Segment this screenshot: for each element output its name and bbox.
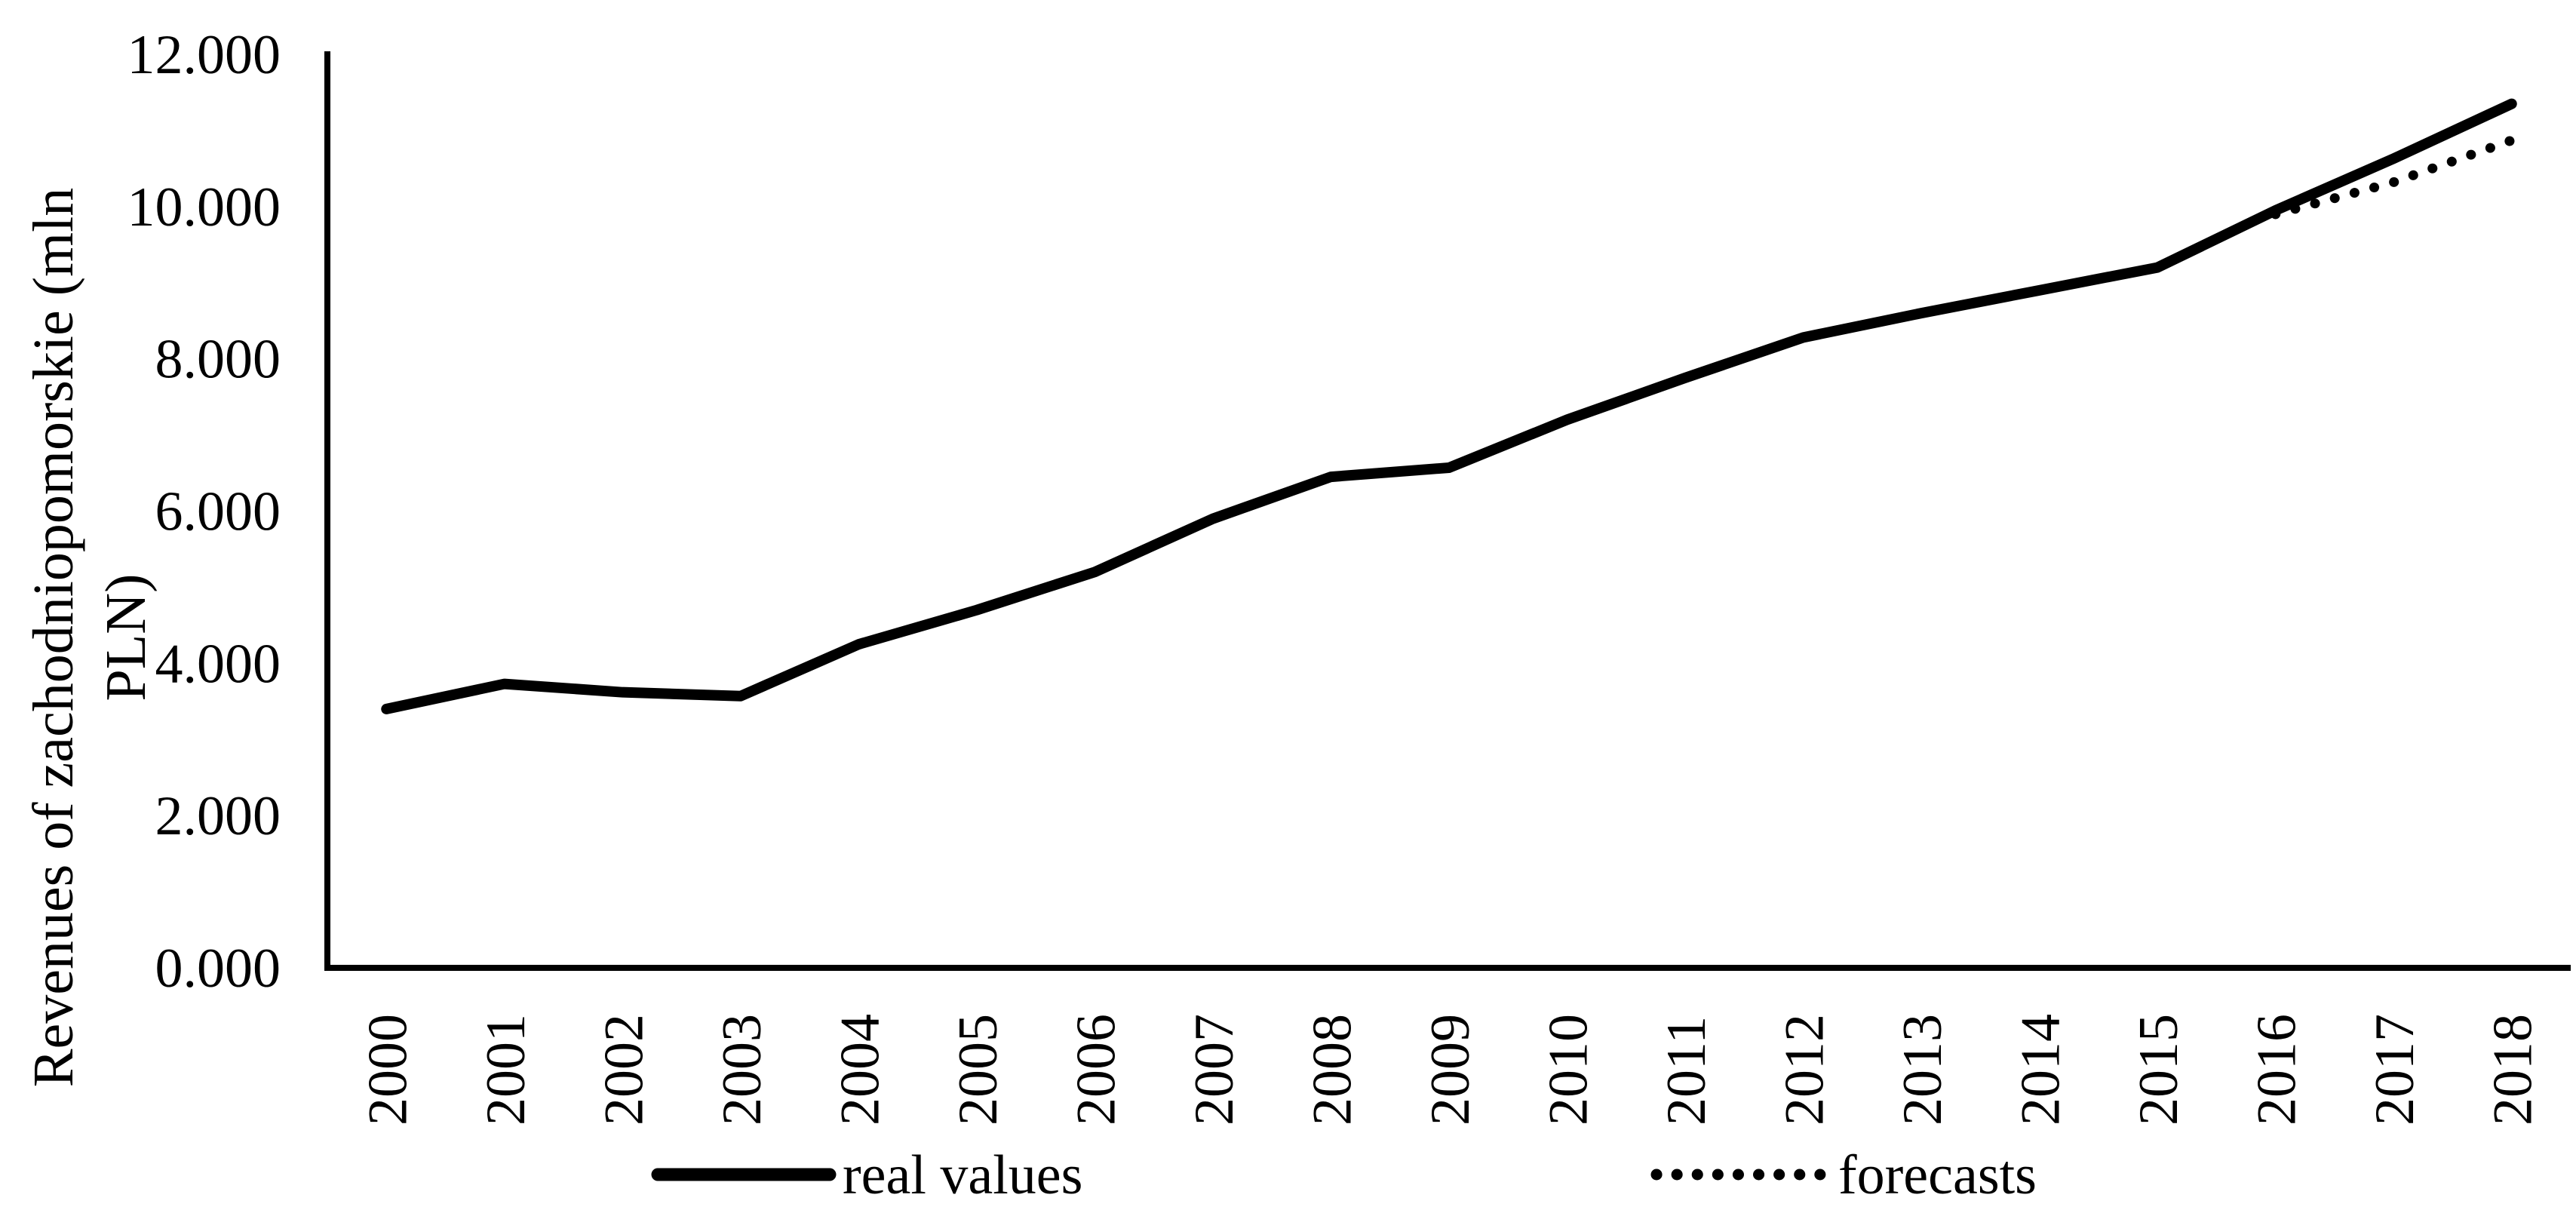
x-tick-label: 2012 — [1774, 1014, 1836, 1126]
x-tick-label: 2018 — [2482, 1014, 2544, 1126]
y-tick-label: 4.000 — [155, 633, 281, 695]
x-tick-label: 2008 — [1301, 1014, 1363, 1126]
x-tick-label: 2003 — [711, 1014, 773, 1126]
y-tick-label: 10.000 — [127, 177, 281, 238]
x-tick-label: 2006 — [1065, 1014, 1127, 1126]
x-tick-label: 2016 — [2246, 1014, 2308, 1126]
y-axis-title-line-1: Revenues of zachodniopomorskie (mln — [22, 188, 85, 1087]
legend: real values forecasts — [651, 1144, 2037, 1206]
x-tick-label: 2001 — [475, 1014, 537, 1126]
x-tick-label: 2017 — [2364, 1014, 2426, 1126]
x-tick-label: 2000 — [357, 1014, 419, 1126]
x-tick-label: 2009 — [1420, 1014, 1481, 1126]
x-tick-label: 2005 — [947, 1014, 1009, 1126]
y-axis-title-line-2: PLN) — [94, 574, 158, 702]
axes — [324, 51, 2571, 971]
legend-real-values-label: real values — [843, 1144, 1082, 1206]
x-tick-label: 2014 — [2010, 1014, 2072, 1126]
y-axis-tick-labels: 0.000 2.000 4.000 6.000 8.000 10.000 12.000 — [127, 24, 281, 1000]
y-tick-label: 0.000 — [155, 938, 281, 1000]
legend-forecasts-label: forecasts — [1838, 1144, 2037, 1206]
x-tick-label: 2002 — [593, 1014, 655, 1126]
y-tick-label: 6.000 — [155, 481, 281, 543]
x-tick-label: 2007 — [1184, 1014, 1245, 1126]
x-tick-label: 2013 — [1892, 1014, 1954, 1126]
x-tick-label: 2011 — [1656, 1016, 1718, 1126]
series-real-values-line — [381, 98, 2517, 714]
y-tick-label: 2.000 — [155, 785, 281, 847]
y-tick-label: 8.000 — [155, 329, 281, 391]
x-tick-label: 2015 — [2128, 1014, 2190, 1126]
series-forecasts-line — [2271, 135, 2517, 220]
x-tick-label: 2010 — [1538, 1014, 1600, 1126]
data-series — [381, 98, 2517, 714]
y-tick-label: 12.000 — [127, 24, 281, 86]
x-axis-tick-labels: 2000 2001 2002 2003 2004 2005 2006 2007 2008 2009… — [357, 1014, 2544, 1126]
x-tick-label: 2004 — [829, 1014, 891, 1126]
